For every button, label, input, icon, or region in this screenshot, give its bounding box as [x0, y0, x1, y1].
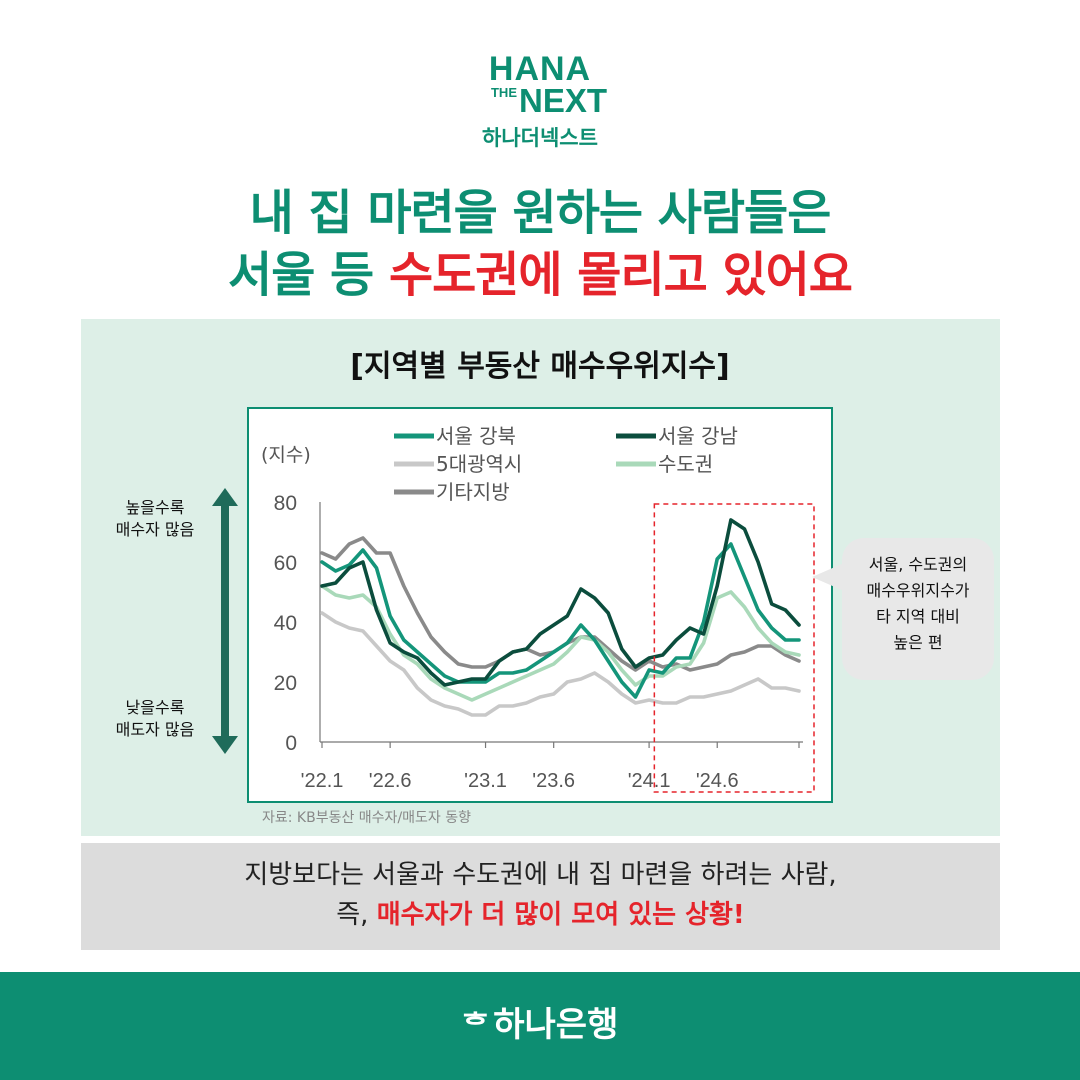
summary-line2-highlight: 매수자가 더 많이 모여 있는 상황!: [376, 900, 745, 930]
series-line-0: [320, 542, 801, 699]
summary-line2-prefix: 즉,: [336, 900, 377, 930]
y-axis-label: (지수): [261, 444, 311, 466]
side-label-high: 높을수록 매수자 많음: [90, 497, 220, 541]
legend-label: 수도권: [658, 452, 713, 476]
x-tick-label: '22.6: [369, 770, 412, 792]
up-down-arrow-icon: [212, 488, 238, 754]
highlight-box: [653, 503, 815, 793]
chart-title: [지역별 부동산 매수우위지수]: [350, 349, 730, 384]
headline-line2-prefix: 서울 등: [228, 247, 389, 303]
summary-box: 지방보다는 서울과 수도권에 내 집 마련을 하려는 사람, 즉, 매수자가 더…: [81, 843, 1000, 950]
source-note: 자료: KB부동산 매수자/매도자 동향: [262, 810, 472, 826]
chart-frame: 0 20 40 60 80 (지수) '22.1 '22.6 '23.1 '23.6 '24.1 '2…: [247, 407, 833, 803]
hana-bank-logo: ᄒ 하나은행: [0, 997, 1080, 1046]
logo-line3: 하나더넥스트: [482, 126, 598, 150]
series-line-3: [320, 584, 801, 702]
callout-line1: 서울, 수도권의: [868, 555, 968, 574]
x-tick-label: '22.1: [301, 770, 344, 792]
y-tick-label: 60: [274, 552, 297, 575]
side-label-high-line1: 높을수록: [125, 498, 185, 517]
y-tick-label: 40: [274, 612, 297, 635]
series-line-4: [320, 536, 801, 672]
legend-label: 5대광역시: [436, 452, 522, 476]
legend-label: 기타지방: [436, 480, 510, 504]
summary-line2: 즉, 매수자가 더 많이 모여 있는 상황!: [81, 895, 1000, 935]
hana-the-next-logo: HANA THENEXT 하나더넥스트: [0, 52, 1080, 152]
side-label-high-line2: 매수자 많음: [115, 520, 195, 539]
callout-line4: 높은 편: [893, 633, 943, 652]
logo-line2-text: NEXT: [518, 82, 607, 119]
summary-line1: 지방보다는 서울과 수도권에 내 집 마련을 하려는 사람,: [244, 860, 837, 890]
hana-bank-name: 하나은행: [493, 1005, 619, 1045]
line-chart: 0 20 40 60 80 (지수) '22.1 '22.6 '23.1 '23.6 '24.1 '2…: [261, 424, 815, 793]
callout-line2: 매수우위지수가: [866, 581, 970, 600]
headline-line1: 내 집 마련을 원하는 사람들은: [249, 185, 832, 241]
x-tick-label: '23.1: [464, 770, 507, 792]
headline-line2: 서울 등 수도권에 몰리고 있어요: [0, 244, 1080, 306]
hana-mark-icon: ᄒ: [461, 1009, 490, 1044]
side-label-low-line1: 낮을수록: [125, 698, 185, 717]
legend-label: 서울 강북: [436, 424, 516, 448]
callout-bubble: 서울, 수도권의 매수우위지수가 타 지역 대비 높은 편: [842, 538, 994, 680]
headline-line2-highlight: 수도권에 몰리고 있어요: [388, 247, 853, 303]
x-tick-label: '24.1: [628, 770, 671, 792]
footer-bar: ᄒ 하나은행: [0, 972, 1080, 1080]
logo-line2-small: THE: [490, 85, 517, 100]
series-line-2: [320, 611, 801, 717]
legend-label: 서울 강남: [658, 424, 738, 448]
x-tick-label: '24.6: [696, 770, 739, 792]
series-line-1: [320, 518, 801, 687]
side-label-low: 낮을수록 매도자 많음: [90, 697, 220, 741]
logo-line1: HANA: [488, 50, 592, 88]
y-tick-label: 80: [274, 492, 297, 515]
callout-line3: 타 지역 대비: [876, 607, 960, 626]
callout-arrow: [812, 563, 844, 591]
x-tick-label: '23.6: [532, 770, 575, 792]
page-headline: 내 집 마련을 원하는 사람들은 서울 등 수도권에 몰리고 있어요: [0, 182, 1080, 306]
y-tick-label: 20: [274, 672, 297, 695]
side-label-low-line2: 매도자 많음: [115, 720, 195, 739]
y-tick-label: 0: [285, 732, 297, 755]
logo-line2: THENEXT: [18, 84, 1080, 117]
